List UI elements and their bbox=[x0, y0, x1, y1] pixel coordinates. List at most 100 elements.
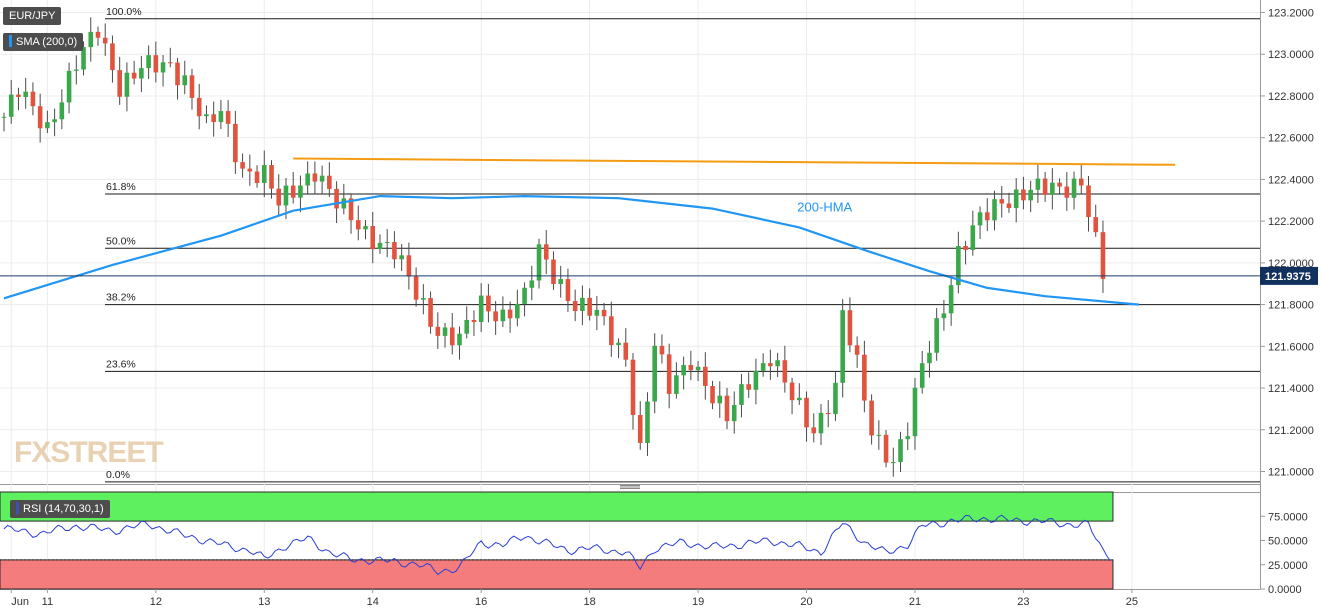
candle-body bbox=[428, 298, 433, 327]
candle-body bbox=[1050, 182, 1055, 195]
candle-body bbox=[95, 31, 101, 38]
candle-body bbox=[74, 69, 79, 71]
price-tick-label: 122.6000 bbox=[1268, 133, 1314, 145]
candle-body bbox=[196, 97, 202, 117]
main-plot-area bbox=[0, 0, 1260, 484]
candle-body bbox=[630, 359, 636, 416]
sma-color-swatch bbox=[9, 35, 12, 47]
candle bbox=[1013, 178, 1019, 223]
candle bbox=[1100, 220, 1106, 293]
candle-body bbox=[139, 68, 144, 79]
price-tick-label: 123.0000 bbox=[1268, 49, 1314, 61]
candle bbox=[724, 387, 730, 430]
candle bbox=[522, 282, 527, 317]
candle bbox=[406, 242, 412, 290]
candle bbox=[782, 345, 788, 393]
candle-body bbox=[298, 185, 303, 198]
time-tick-label: 19 bbox=[692, 596, 704, 608]
candle bbox=[8, 80, 14, 124]
rsi-indicator-badge[interactable]: RSI (14,70,30,1) bbox=[10, 500, 110, 518]
candle bbox=[1064, 172, 1070, 211]
time-tick-label: 21 bbox=[909, 596, 921, 608]
candle bbox=[66, 62, 72, 114]
candle-body bbox=[912, 387, 918, 437]
candle bbox=[695, 360, 701, 382]
candle-body bbox=[1100, 232, 1106, 279]
candle bbox=[392, 231, 397, 269]
candle bbox=[413, 267, 419, 307]
candle bbox=[146, 45, 151, 80]
candle-body bbox=[507, 309, 513, 319]
candle bbox=[1035, 164, 1041, 203]
candle bbox=[196, 83, 202, 130]
candle-body bbox=[305, 173, 310, 186]
candle bbox=[124, 62, 130, 112]
candle-body bbox=[1064, 186, 1070, 198]
candle bbox=[760, 353, 766, 377]
candle bbox=[558, 265, 564, 298]
candle-body bbox=[247, 168, 253, 172]
candle bbox=[290, 172, 296, 204]
candle-body bbox=[659, 345, 665, 355]
candle-body bbox=[1071, 178, 1077, 198]
candle bbox=[1086, 175, 1091, 232]
candle-body bbox=[66, 70, 72, 103]
candle-body bbox=[1028, 189, 1033, 201]
rsi-tick-label: 50.0000 bbox=[1268, 536, 1308, 548]
candle-body bbox=[1, 116, 7, 118]
candle-body bbox=[254, 171, 260, 184]
candle-body bbox=[565, 279, 571, 302]
candle bbox=[927, 340, 932, 378]
candlesticks bbox=[1, 17, 1106, 477]
candle-body bbox=[963, 246, 968, 250]
candle-body bbox=[681, 365, 686, 376]
candle bbox=[970, 210, 976, 256]
candle bbox=[421, 284, 426, 315]
candle bbox=[1028, 180, 1033, 213]
candle bbox=[435, 312, 441, 349]
candle-body bbox=[739, 384, 744, 405]
candle bbox=[117, 56, 122, 105]
candle-body bbox=[529, 280, 535, 288]
candle-body bbox=[312, 173, 318, 182]
candle bbox=[500, 296, 506, 328]
candle-body bbox=[876, 434, 882, 436]
candle bbox=[984, 198, 990, 232]
sma-indicator-badge[interactable]: SMA (200,0) bbox=[3, 33, 84, 51]
candle bbox=[1071, 171, 1077, 210]
symbol-badge[interactable]: EUR/JPY bbox=[3, 7, 62, 25]
candle bbox=[543, 230, 549, 275]
candle bbox=[833, 371, 838, 422]
candle-body bbox=[609, 316, 614, 346]
candle bbox=[789, 377, 795, 415]
candle-body bbox=[1021, 189, 1026, 201]
candle-body bbox=[413, 276, 419, 300]
candle bbox=[131, 60, 137, 85]
candle-body bbox=[536, 244, 542, 281]
candle bbox=[1093, 204, 1099, 237]
rsi-overbought-zone bbox=[0, 491, 1114, 522]
time-tick-label: 23 bbox=[1017, 596, 1029, 608]
candle-body bbox=[399, 255, 404, 260]
candle bbox=[1042, 171, 1048, 202]
price-tick-label: 122.4000 bbox=[1268, 174, 1314, 186]
candle bbox=[160, 55, 166, 87]
candle-body bbox=[587, 297, 592, 316]
candle bbox=[1050, 168, 1055, 210]
candle-body bbox=[768, 363, 773, 367]
fibonacci-level-label: 38.2% bbox=[106, 292, 136, 304]
candle-body bbox=[377, 242, 383, 250]
time-tick-label: Jun bbox=[11, 596, 29, 608]
candle-body bbox=[941, 313, 947, 319]
sma-indicator-label: SMA (200,0) bbox=[16, 36, 78, 48]
candle-body bbox=[890, 462, 896, 464]
candle bbox=[486, 283, 491, 323]
candle-body bbox=[984, 212, 990, 221]
candle bbox=[659, 334, 665, 364]
candle-body bbox=[1057, 182, 1062, 187]
candle bbox=[941, 299, 947, 331]
candle bbox=[601, 302, 607, 326]
candle bbox=[52, 108, 57, 137]
candle-body bbox=[724, 395, 730, 422]
candle bbox=[847, 297, 853, 353]
